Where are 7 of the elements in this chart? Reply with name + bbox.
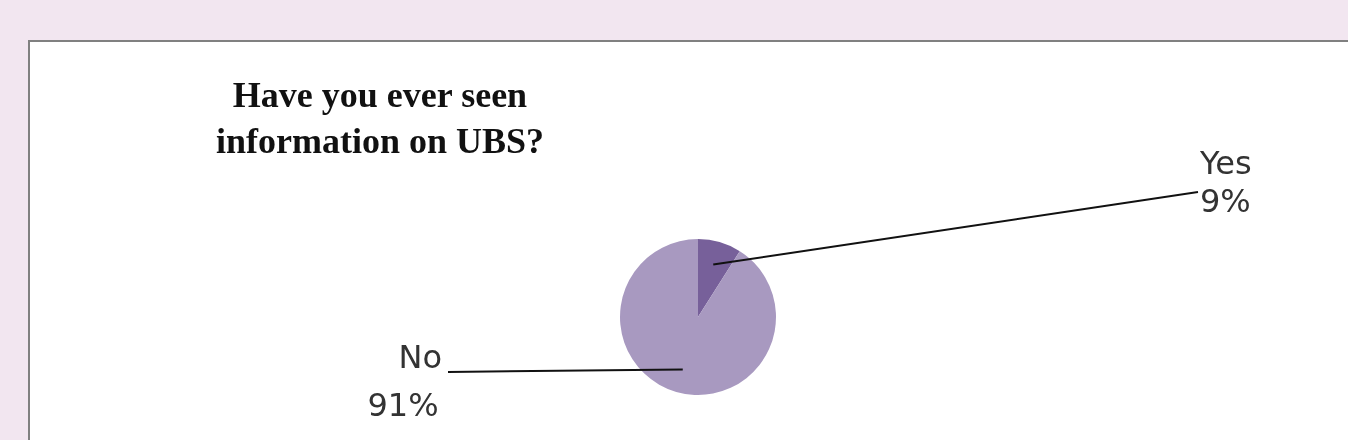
pie-slice xyxy=(620,239,776,395)
chart-title: Have you ever seen information on UBS? xyxy=(214,74,545,163)
slice-label: Yes xyxy=(1199,144,1252,182)
pie-slice xyxy=(698,239,740,317)
slice-label: No xyxy=(398,338,442,376)
data-label: 9% xyxy=(1200,182,1251,220)
data-label: 91% xyxy=(367,386,439,424)
